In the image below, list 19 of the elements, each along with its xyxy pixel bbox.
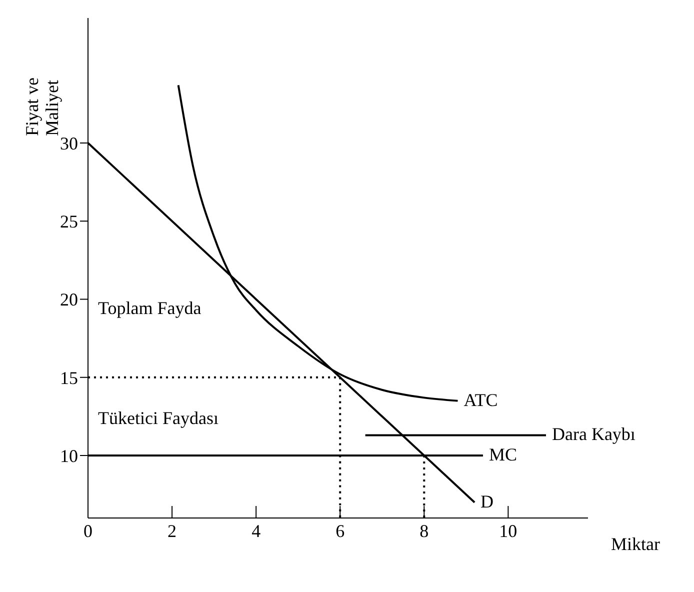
legend-label: D (480, 491, 494, 512)
x-tick-label: 8 (420, 520, 429, 541)
series-label: MC (488, 444, 517, 464)
annotation: Toplam Fayda (98, 298, 202, 319)
series-label: Dara Kaybı (552, 424, 636, 444)
annotation: Tüketici Faydası (98, 408, 218, 429)
y-axis-title: Fiyat ve Maliyet (22, 78, 62, 136)
x-axis-title: Miktar (611, 534, 660, 554)
y-tick-label: 10 (60, 446, 78, 466)
x-tick-label: 2 (168, 520, 177, 541)
y-tick-label: 30 (60, 133, 78, 154)
y-tick-label: 25 (60, 212, 78, 232)
x-tick-label: 10 (499, 520, 518, 541)
y-tick-label: 15 (60, 368, 78, 388)
y-tick-label: 20 (60, 290, 78, 310)
x-tick-label: 6 (336, 520, 345, 541)
x-tick-label: 0 (84, 520, 92, 541)
series-label: ATC (464, 390, 498, 410)
x-tick-label: 4 (252, 520, 261, 541)
